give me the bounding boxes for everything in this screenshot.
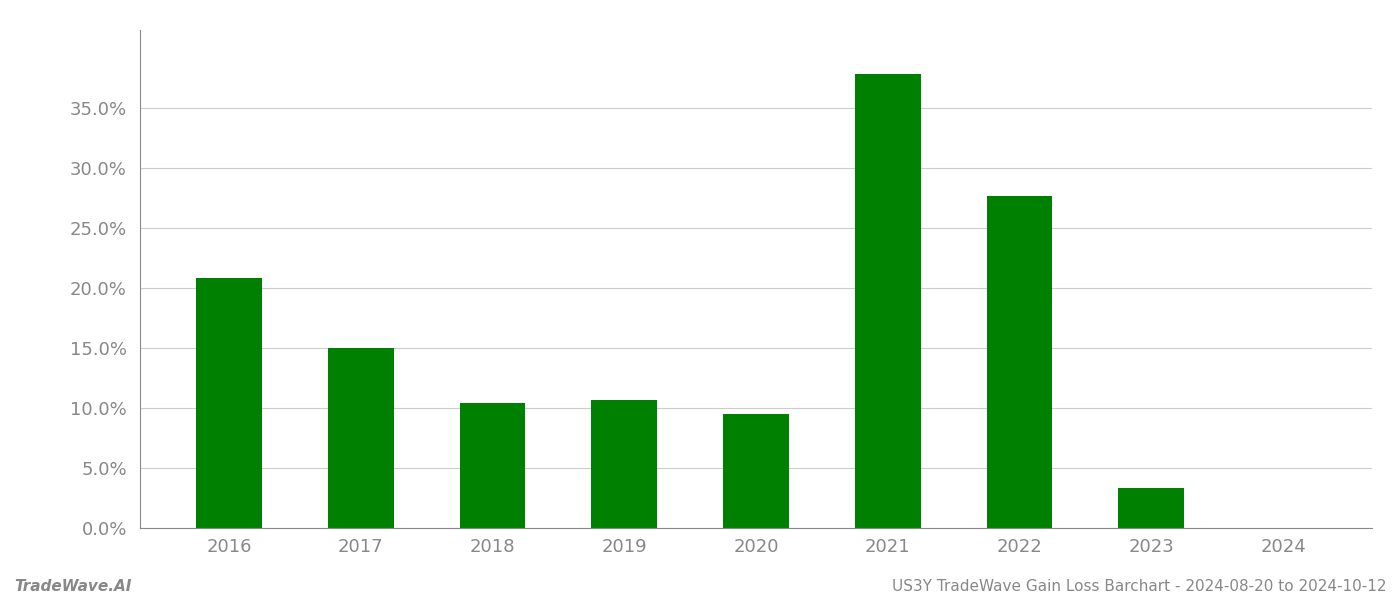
- Bar: [591, 400, 657, 528]
- Bar: [459, 403, 525, 528]
- Bar: [196, 278, 262, 528]
- Bar: [722, 414, 790, 528]
- Text: US3Y TradeWave Gain Loss Barchart - 2024-08-20 to 2024-10-12: US3Y TradeWave Gain Loss Barchart - 2024…: [892, 579, 1386, 594]
- Bar: [855, 74, 921, 528]
- Text: TradeWave.AI: TradeWave.AI: [14, 579, 132, 594]
- Bar: [987, 196, 1053, 528]
- Bar: [328, 348, 393, 528]
- Bar: [1119, 488, 1184, 528]
